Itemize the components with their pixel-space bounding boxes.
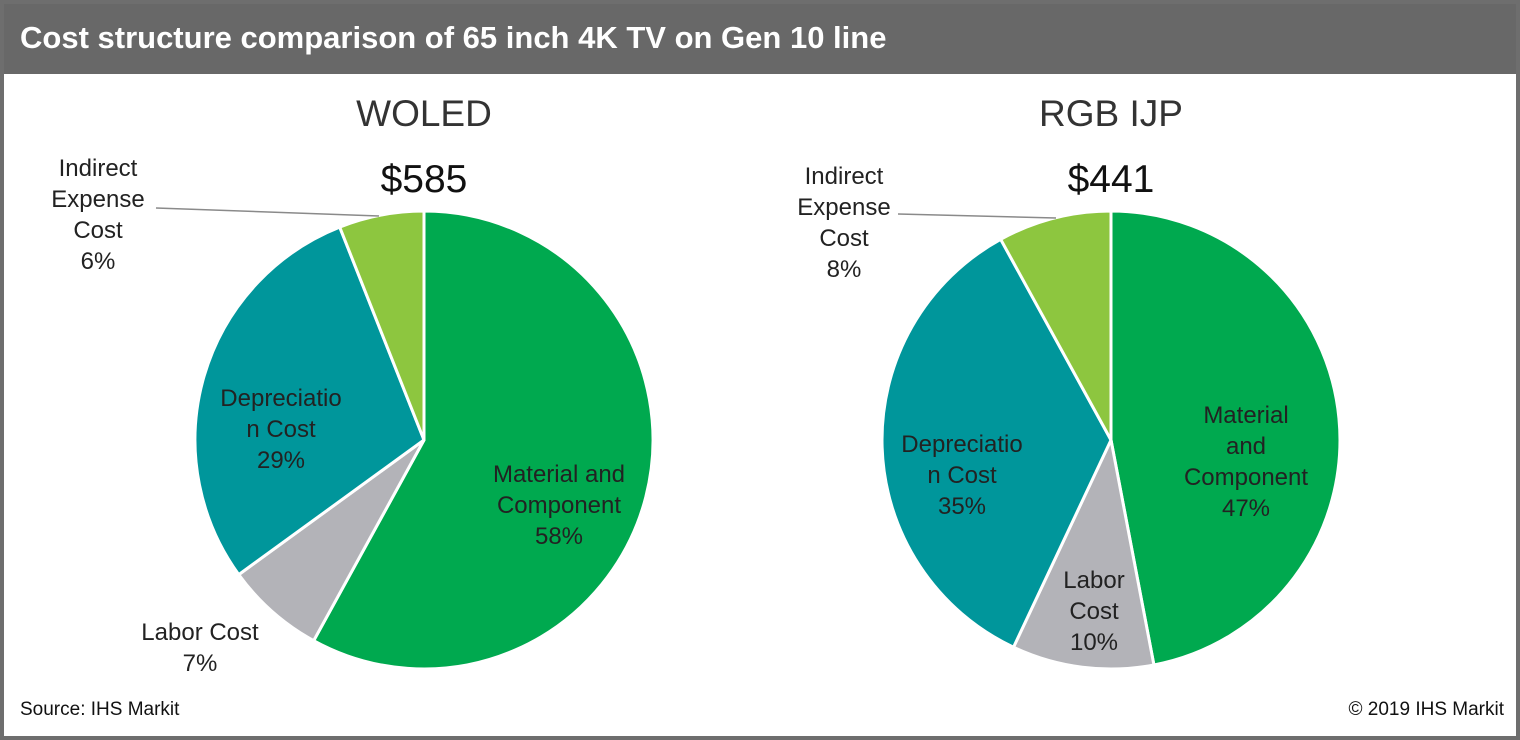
source-note: Source: IHS Markit bbox=[20, 699, 180, 720]
slice-label-indirect-expense-cost: Indirect Expense Cost 8% bbox=[797, 163, 890, 283]
slice-label-depreciation-cost: Depreciatio n Cost 29% bbox=[220, 385, 341, 474]
pie-slice-material-and-component bbox=[1109, 209, 1342, 667]
slice-label-material-and-component: Material and Component 47% bbox=[1184, 402, 1308, 522]
leader-line bbox=[897, 213, 1057, 219]
title-bar: Cost structure comparison of 65 inch 4K … bbox=[4, 4, 1516, 74]
pie-slice-labor-cost bbox=[1012, 438, 1156, 671]
pie-chart-woled: WOLED $585 Material and Component 58% Labor C… bbox=[51, 93, 655, 677]
slice-label-labor-cost: Labor Cost 10% bbox=[1063, 567, 1124, 656]
pie-slice-material-and-component bbox=[312, 209, 655, 671]
pie-charts: WOLED $585 Material and Component 58% Labor C… bbox=[51, 93, 1342, 677]
slice-label-labor-cost: Labor Cost 7% bbox=[141, 619, 259, 677]
chart-total: $441 bbox=[1068, 158, 1155, 201]
slice-label-depreciation-cost: Depreciatio n Cost 35% bbox=[901, 431, 1022, 520]
slice-label-material-and-component: Material and Component 58% bbox=[493, 461, 625, 550]
copyright-note: © 2019 IHS Markit bbox=[1348, 699, 1505, 720]
chart-total: $585 bbox=[381, 158, 468, 201]
pie-slice-depreciation-cost bbox=[880, 237, 1113, 649]
chart-title: RGB IJP bbox=[1039, 93, 1183, 134]
leader-line bbox=[155, 207, 380, 217]
chart-title: WOLED bbox=[356, 93, 492, 134]
page-title: Cost structure comparison of 65 inch 4K … bbox=[20, 20, 887, 55]
slice-label-indirect-expense-cost: Indirect Expense Cost 6% bbox=[51, 155, 144, 275]
pie-slice-depreciation-cost bbox=[193, 225, 426, 577]
pie-slice-indirect-expense-cost bbox=[338, 209, 426, 442]
pie-chart-rgb-ijp: RGB IJP $441 Material and Component 47% Labor C… bbox=[797, 93, 1342, 671]
